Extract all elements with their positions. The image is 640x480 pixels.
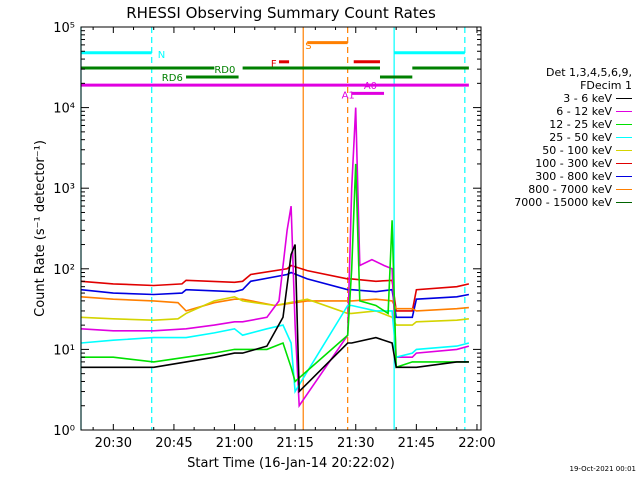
flag-label-rd0: RD0 <box>214 65 235 76</box>
x-tick-label-1: 20:45 <box>155 436 192 451</box>
legend-entry: 300 - 800 keV <box>476 170 636 183</box>
y-tick-label-3: 10³ <box>53 182 75 197</box>
series-line-3 <box>80 295 469 326</box>
chart-title: RHESSI Observing Summary Count Rates <box>126 4 436 22</box>
x-tick-label-3: 21:15 <box>276 436 313 451</box>
legend-swatch <box>616 124 632 125</box>
legend-entry-label: 3 - 6 keV <box>563 92 612 105</box>
legend-swatch <box>616 189 632 190</box>
legend-entry: 3 - 6 keV <box>476 92 636 105</box>
flag-label-f: F <box>271 59 277 70</box>
legend-entry-label: 50 - 100 keV <box>542 144 612 157</box>
legend-swatch <box>616 202 632 203</box>
legend-swatch <box>616 176 632 177</box>
legend-entry-label: 100 - 300 keV <box>535 157 612 170</box>
legend-entry: 800 - 7000 keV <box>476 183 636 196</box>
x-axis-label: Start Time (16-Jan-14 20:22:02) <box>187 456 395 471</box>
series-line-0 <box>80 264 470 312</box>
x-tick-label-2: 21:00 <box>216 436 253 451</box>
legend-entry-label: 25 - 50 keV <box>549 131 612 144</box>
legend-header-line-1: Det 1,3,4,5,6,9, <box>545 66 632 79</box>
series-line-7 <box>81 244 469 394</box>
legend-entry-label: 300 - 800 keV <box>535 170 612 183</box>
x-tick-label-0: 20:30 <box>95 436 132 451</box>
legend-swatch <box>616 150 632 151</box>
legend-entry: 100 - 300 keV <box>476 157 636 170</box>
legend-swatch <box>616 137 632 138</box>
legend-entry-label: 7000 - 15000 keV <box>514 196 612 209</box>
flag-label-a0: A0 <box>364 81 377 92</box>
y-axis-label: Count Rate (s⁻¹ detector⁻¹) <box>33 140 48 317</box>
legend: Det 1,3,4,5,6,9, FDecim 1 3 - 6 keV 6 - 1… <box>476 66 636 209</box>
legend-swatch <box>616 98 632 99</box>
legend-entry: 7000 - 15000 keV <box>476 196 636 209</box>
legend-entry-label: 800 - 7000 keV <box>528 183 612 196</box>
legend-entry: 50 - 100 keV <box>476 144 636 157</box>
generation-timestamp: 19-Oct-2021 00:01 <box>569 465 636 473</box>
legend-entry-label: 6 - 12 keV <box>556 105 612 118</box>
y-tick-label-1: 10¹ <box>53 343 75 358</box>
legend-entry: 12 - 25 keV <box>476 118 636 131</box>
flag-label-a1: A1 <box>342 91 355 102</box>
y-tick-label-5: 10⁵ <box>53 21 75 36</box>
series-line-2 <box>80 296 469 312</box>
x-tick-label-4: 21:30 <box>337 436 374 451</box>
legend-entry: 6 - 12 keV <box>476 105 636 118</box>
y-tick-label-2: 10² <box>53 263 75 278</box>
series-line-1 <box>80 271 470 319</box>
plot-frame <box>80 26 482 431</box>
series-line-6 <box>81 163 469 383</box>
x-tick-label-6: 22:00 <box>458 436 495 451</box>
flag-label-s: S <box>305 41 311 52</box>
y-tick-label-0: 10⁰ <box>53 424 75 439</box>
legend-header-line-2: FDecim 1 <box>580 79 632 92</box>
legend-swatch <box>616 111 632 112</box>
legend-swatch <box>616 163 632 164</box>
series-line-5 <box>80 304 470 395</box>
legend-entry-label: 12 - 25 keV <box>549 118 612 131</box>
flag-label-n: N <box>158 50 165 61</box>
flag-label-rd6: RD6 <box>162 73 183 84</box>
x-tick-label-5: 21:45 <box>398 436 435 451</box>
legend-entry: 25 - 50 keV <box>476 131 636 144</box>
y-tick-label-4: 10⁴ <box>53 102 75 117</box>
